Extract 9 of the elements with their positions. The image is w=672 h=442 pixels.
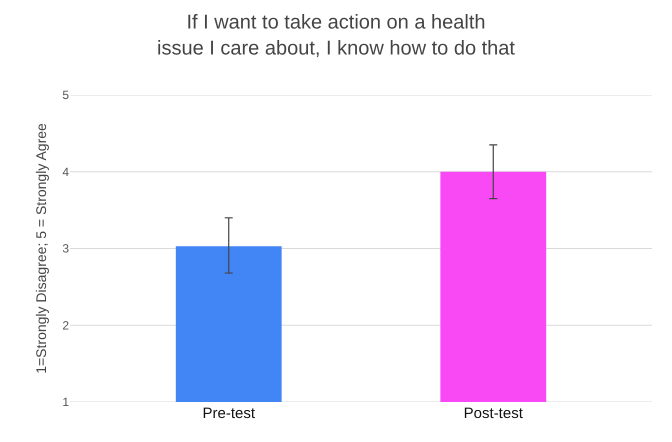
y-axis-title: 1=Strongly Disagree; 5 = Strongly Agree bbox=[32, 122, 49, 374]
x-tick-label: Pre-test bbox=[202, 405, 256, 422]
y-tick-label: 5 bbox=[62, 88, 70, 102]
y-tick-label: 2 bbox=[62, 318, 70, 332]
y-tick-label: 1 bbox=[62, 395, 70, 410]
x-tick-label: Post-test bbox=[464, 405, 524, 422]
chart-title: If I want to take action on a health issue I care about, I know how to do that bbox=[157, 12, 516, 60]
y-tick-label: 3 bbox=[62, 242, 70, 256]
y-tick-label: 4 bbox=[62, 164, 70, 179]
